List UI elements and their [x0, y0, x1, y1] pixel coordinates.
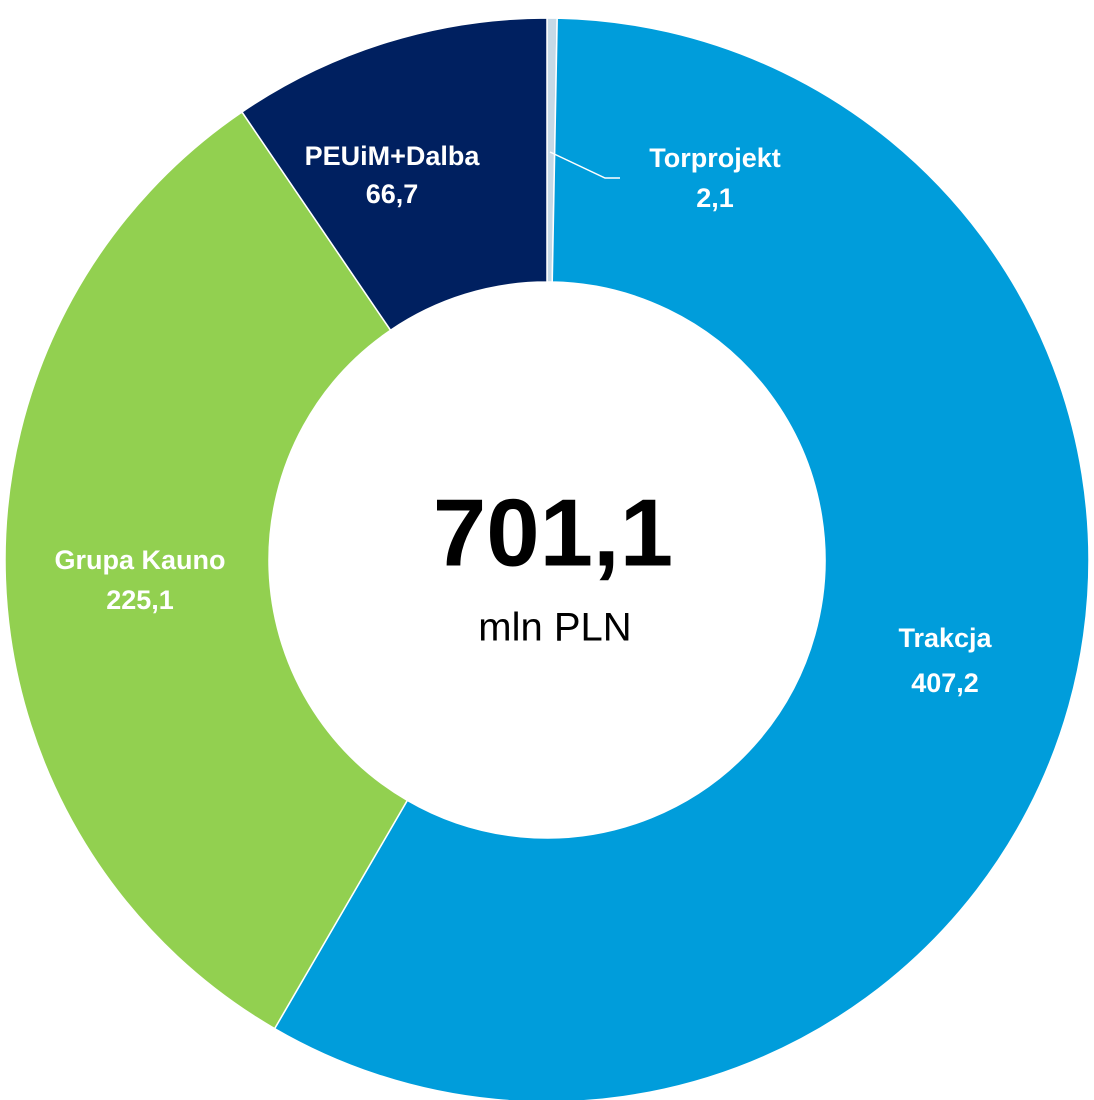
slice-value: 407,2 — [911, 668, 979, 698]
slice-name: Grupa Kauno — [54, 545, 225, 575]
slice-name: PEUiM+Dalba — [305, 141, 481, 171]
slice-value: 2,1 — [696, 183, 734, 213]
center-unit: mln PLN — [478, 606, 631, 650]
slice-value: 66,7 — [366, 179, 419, 209]
leader-line — [549, 151, 620, 179]
slice-name: Torprojekt — [649, 143, 781, 173]
donut-slice — [273, 17, 1090, 1100]
donut-slice — [240, 17, 548, 332]
slices — [4, 17, 1090, 1100]
slice-value: 225,1 — [106, 585, 174, 615]
slice-name: Trakcja — [898, 623, 992, 653]
center-total: 701,1 — [433, 479, 673, 586]
donut-slice — [4, 110, 409, 1030]
